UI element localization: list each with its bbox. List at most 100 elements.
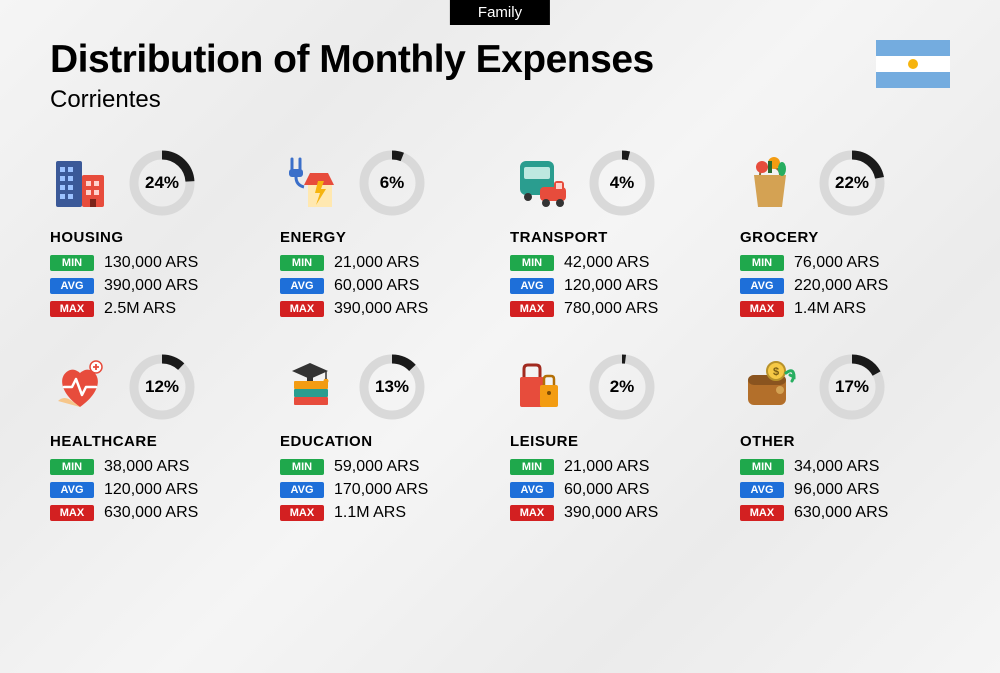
avg-badge: AVG — [740, 278, 784, 294]
category-name: TRANSPORT — [510, 229, 720, 246]
max-badge: MAX — [510, 505, 554, 521]
percent-donut: 13% — [358, 353, 426, 421]
percent-label: 6% — [380, 173, 405, 193]
stat-avg: AVG 120,000 ARS — [510, 277, 720, 295]
min-badge: MIN — [740, 255, 784, 271]
expense-card: 6% ENERGY MIN 21,000 ARS AVG 60,000 ARS … — [280, 149, 490, 323]
max-badge: MAX — [740, 505, 784, 521]
grocery-icon — [740, 153, 800, 213]
percent-label: 12% — [145, 377, 179, 397]
stat-min: MIN 34,000 ARS — [740, 458, 950, 476]
avg-value: 96,000 ARS — [794, 481, 879, 499]
min-badge: MIN — [740, 459, 784, 475]
percent-donut: 12% — [128, 353, 196, 421]
stat-min: MIN 21,000 ARS — [280, 254, 490, 272]
category-name: ENERGY — [280, 229, 490, 246]
expense-card: 13% EDUCATION MIN 59,000 ARS AVG 170,000… — [280, 353, 490, 527]
expense-card: 4% TRANSPORT MIN 42,000 ARS AVG 120,000 … — [510, 149, 720, 323]
healthcare-icon — [50, 357, 110, 417]
avg-value: 220,000 ARS — [794, 277, 888, 295]
avg-value: 120,000 ARS — [564, 277, 658, 295]
min-value: 42,000 ARS — [564, 254, 649, 272]
percent-donut: 22% — [818, 149, 886, 217]
stat-min: MIN 76,000 ARS — [740, 254, 950, 272]
category-name: HOUSING — [50, 229, 260, 246]
header: Distribution of Monthly Expenses Corrien… — [0, 0, 1000, 124]
min-badge: MIN — [510, 255, 554, 271]
other-icon: $ — [740, 357, 800, 417]
percent-label: 13% — [375, 377, 409, 397]
avg-value: 120,000 ARS — [104, 481, 198, 499]
expense-card: 12% HEALTHCARE MIN 38,000 ARS AVG 120,00… — [50, 353, 260, 527]
category-name: HEALTHCARE — [50, 433, 260, 450]
min-badge: MIN — [50, 255, 94, 271]
avg-badge: AVG — [50, 278, 94, 294]
stat-avg: AVG 96,000 ARS — [740, 481, 950, 499]
stat-min: MIN 59,000 ARS — [280, 458, 490, 476]
max-badge: MAX — [50, 505, 94, 521]
expense-card: 22% GROCERY MIN 76,000 ARS AVG 220,000 A… — [740, 149, 950, 323]
svg-text:$: $ — [773, 366, 779, 378]
percent-label: 22% — [835, 173, 869, 193]
stat-avg: AVG 60,000 ARS — [280, 277, 490, 295]
max-value: 630,000 ARS — [794, 504, 888, 522]
max-value: 390,000 ARS — [334, 300, 428, 318]
category-name: GROCERY — [740, 229, 950, 246]
stat-avg: AVG 220,000 ARS — [740, 277, 950, 295]
stat-avg: AVG 60,000 ARS — [510, 481, 720, 499]
stat-avg: AVG 390,000 ARS — [50, 277, 260, 295]
avg-badge: AVG — [740, 482, 784, 498]
percent-donut: 2% — [588, 353, 656, 421]
stat-max: MAX 390,000 ARS — [510, 504, 720, 522]
max-badge: MAX — [50, 301, 94, 317]
argentina-flag-icon — [876, 40, 950, 88]
stat-max: MAX 390,000 ARS — [280, 300, 490, 318]
avg-value: 390,000 ARS — [104, 277, 198, 295]
percent-label: 4% — [610, 173, 635, 193]
avg-value: 60,000 ARS — [564, 481, 649, 499]
percent-label: 24% — [145, 173, 179, 193]
avg-value: 170,000 ARS — [334, 481, 428, 499]
avg-badge: AVG — [510, 278, 554, 294]
category-name: OTHER — [740, 433, 950, 450]
expense-card: $ 17% OTHER MIN 34,000 ARS AVG 96,000 AR… — [740, 353, 950, 527]
expense-card: 24% HOUSING MIN 130,000 ARS AVG 390,000 … — [50, 149, 260, 323]
energy-icon — [280, 153, 340, 213]
stat-max: MAX 780,000 ARS — [510, 300, 720, 318]
avg-badge: AVG — [280, 482, 324, 498]
avg-badge: AVG — [510, 482, 554, 498]
percent-donut: 6% — [358, 149, 426, 217]
max-badge: MAX — [280, 505, 324, 521]
max-value: 390,000 ARS — [564, 504, 658, 522]
avg-badge: AVG — [50, 482, 94, 498]
percent-donut: 24% — [128, 149, 196, 217]
stat-max: MAX 630,000 ARS — [50, 504, 260, 522]
min-value: 34,000 ARS — [794, 458, 879, 476]
stat-avg: AVG 120,000 ARS — [50, 481, 260, 499]
percent-donut: 17% — [818, 353, 886, 421]
percent-label: 2% — [610, 377, 635, 397]
min-value: 21,000 ARS — [334, 254, 419, 272]
max-badge: MAX — [740, 301, 784, 317]
transport-icon — [510, 153, 570, 213]
min-badge: MIN — [280, 255, 324, 271]
stat-min: MIN 130,000 ARS — [50, 254, 260, 272]
max-badge: MAX — [280, 301, 324, 317]
percent-donut: 4% — [588, 149, 656, 217]
stat-min: MIN 21,000 ARS — [510, 458, 720, 476]
stat-avg: AVG 170,000 ARS — [280, 481, 490, 499]
stat-max: MAX 1.4M ARS — [740, 300, 950, 318]
min-value: 59,000 ARS — [334, 458, 419, 476]
percent-label: 17% — [835, 377, 869, 397]
max-badge: MAX — [510, 301, 554, 317]
min-badge: MIN — [280, 459, 324, 475]
max-value: 1.4M ARS — [794, 300, 866, 318]
min-value: 21,000 ARS — [564, 458, 649, 476]
avg-value: 60,000 ARS — [334, 277, 419, 295]
avg-badge: AVG — [280, 278, 324, 294]
education-icon — [280, 357, 340, 417]
subtitle: Corrientes — [50, 86, 950, 114]
min-value: 76,000 ARS — [794, 254, 879, 272]
max-value: 780,000 ARS — [564, 300, 658, 318]
leisure-icon — [510, 357, 570, 417]
